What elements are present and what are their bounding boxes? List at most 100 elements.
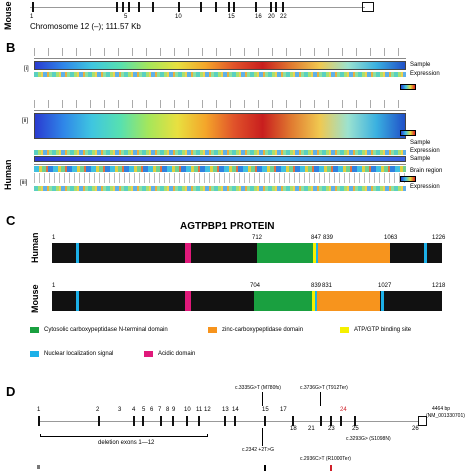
row-i-marker: [i]	[24, 66, 29, 72]
row-iii-region-labels	[34, 173, 406, 183]
d-exon-number-25: 25	[352, 426, 359, 432]
d-exon-number-17: 17	[280, 407, 287, 413]
row-i-color-scale	[400, 84, 416, 90]
human-tick-1226: 1226	[432, 235, 446, 241]
row-i-expression-bar	[34, 72, 406, 77]
legend-swatch-nls	[30, 351, 39, 357]
human-label: Human	[30, 232, 40, 263]
human-tick-847: 847	[311, 235, 322, 241]
variant-above-2: c.3736G>T (T912Ter)	[300, 385, 348, 391]
mouse-tick-1027: 1027	[378, 283, 392, 289]
d-bottom-number-1	[37, 465, 40, 469]
exon-mark	[255, 2, 257, 12]
exon-number-22: 22	[280, 14, 287, 20]
exon-mark	[138, 2, 140, 12]
legend-swatch-atp-gtp	[340, 327, 349, 333]
panel-a-species-label: Mouse	[3, 1, 13, 30]
legend-acidic: Acidic domain	[158, 351, 196, 357]
d-exon	[354, 416, 356, 426]
exon-mark	[128, 2, 130, 12]
d-exon	[142, 416, 144, 426]
chromosome-label: Chromosome 12 (–); 111.57 Kb	[30, 22, 141, 31]
legend-atp-gtp: ATP/GTP binding site	[354, 327, 412, 333]
row-i-sample-heatmap	[34, 61, 406, 70]
human-protein-bar	[52, 243, 442, 263]
d-exon-number-6: 6	[150, 407, 154, 413]
row-ii-tick-labels	[34, 100, 406, 108]
exon-mark	[152, 2, 154, 12]
human-tick-712: 712	[252, 235, 263, 241]
panel-a-gene-line	[30, 7, 365, 8]
exon-mark	[233, 2, 235, 12]
transcript-line	[38, 421, 418, 422]
row-ii-marker: [ii]	[22, 118, 28, 124]
mouse-zinc-domain	[317, 291, 380, 311]
row-ii-color-scale	[400, 130, 416, 136]
d-exon-number-24: 24	[340, 407, 347, 413]
exon-last-box	[362, 2, 374, 12]
exon-mark	[282, 2, 284, 12]
variant-below-3: c.3293G> (S1098N)	[346, 436, 391, 442]
panel-d-letter: D	[6, 384, 16, 399]
variant-above-1-stem	[262, 392, 263, 406]
mouse-n-terminal-domain	[254, 291, 312, 311]
exon-mark	[178, 2, 180, 12]
bp-label: 4464 bp	[432, 406, 451, 412]
row-iii-marker: [iii]	[20, 180, 28, 186]
exon-mark	[228, 2, 230, 12]
exon-mark	[32, 2, 34, 12]
legend-swatch-acidic	[144, 351, 153, 357]
exon-number-1: 1	[30, 14, 34, 20]
mouse-protein-bar	[52, 291, 442, 311]
row-ii-sample-heatmap	[34, 113, 406, 139]
human-zinc-domain	[318, 243, 390, 263]
mouse-nls-1	[76, 291, 79, 311]
d-exon	[98, 416, 100, 426]
d-exon-number-26: 26	[412, 426, 419, 432]
row-i-expression-label: Expression	[410, 71, 440, 77]
d-exon-number-23: 23	[328, 426, 335, 432]
row-iii-expression-bar	[34, 186, 406, 191]
exon-number-15: 15	[228, 14, 235, 20]
mouse-tick-831: 831	[322, 283, 333, 289]
d-exon-number-13: 13	[222, 407, 229, 413]
d-exon-number-11: 11	[196, 407, 203, 413]
deletion-bracket	[40, 434, 208, 437]
row-ii-expression-bar	[34, 150, 406, 155]
d-exon-number-3: 3	[118, 407, 122, 413]
human-nls-3	[424, 243, 427, 263]
d-exon-number-2: 2	[96, 407, 100, 413]
mouse-acidic-domain	[185, 291, 191, 311]
mouse-tick-704: 704	[250, 283, 261, 289]
row-iii-sample-label: Sample	[410, 156, 431, 162]
d-exon-number-5: 5	[142, 407, 146, 413]
mouse-nls-2	[315, 291, 317, 311]
d-exon-number-14: 14	[232, 407, 239, 413]
row-ii-tick-axis	[34, 110, 406, 111]
d-exon	[224, 416, 226, 426]
mouse-label: Mouse	[30, 284, 40, 313]
panel-b-side-label: Human	[3, 159, 13, 190]
d-exon	[234, 416, 236, 426]
exon-mark	[270, 2, 272, 12]
row-i-tick-labels	[34, 48, 406, 56]
legend-n-terminal: Cytosolic carboxypeptidase N-terminal do…	[44, 327, 168, 333]
d-bottom-exon-mark	[330, 465, 332, 471]
d-exon-number-8: 8	[166, 407, 170, 413]
d-exon-number-10: 10	[184, 407, 191, 413]
row-iii-region-heatmap	[34, 166, 406, 172]
d-exon	[340, 416, 342, 426]
legend-nls: Nuclear localization signal	[44, 351, 114, 357]
d-exon-number-7: 7	[158, 407, 162, 413]
d-exon-number-12: 12	[204, 407, 211, 413]
legend-zinc: zinc-carboxypeptidase domain	[222, 327, 304, 333]
row-iii-color-scale	[400, 176, 416, 182]
variant-above-1: c.3335G>T (M780fs)	[235, 385, 281, 391]
d-exon	[160, 416, 162, 426]
legend-swatch-n-terminal	[30, 327, 39, 333]
panel-c-letter: C	[6, 213, 16, 228]
human-n-terminal-domain	[257, 243, 313, 263]
d-exon	[198, 416, 200, 426]
d-exon	[330, 416, 332, 426]
d-exon-number-1: 1	[37, 407, 41, 413]
